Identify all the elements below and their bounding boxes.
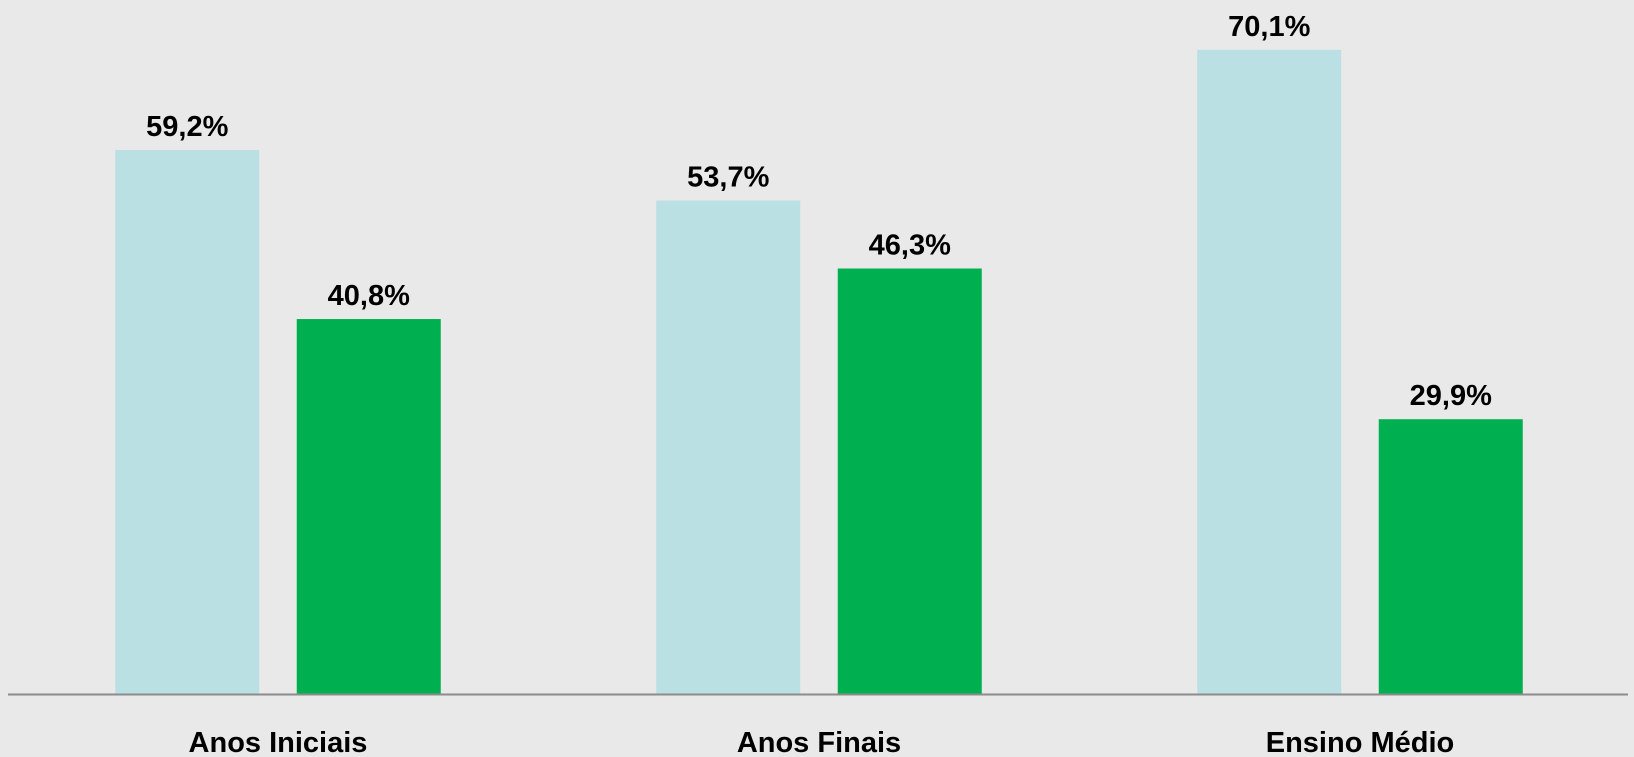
x-tick-label: Ensino Médio: [1266, 727, 1455, 757]
x-tick-label: Anos Iniciais: [189, 727, 368, 757]
bar: [115, 149, 260, 694]
x-tick-label: Anos Finais: [737, 727, 901, 757]
value-label: 40,8%: [328, 280, 410, 312]
bar: [1197, 49, 1342, 694]
value-label: 53,7%: [687, 161, 769, 193]
bar: [296, 319, 441, 694]
value-label: 46,3%: [869, 230, 951, 262]
value-label: 70,1%: [1228, 11, 1310, 43]
value-label: 29,9%: [1410, 380, 1492, 412]
value-label: 59,2%: [146, 111, 228, 143]
bar: [1378, 419, 1523, 694]
bar: [656, 200, 801, 694]
bar: [837, 268, 982, 694]
